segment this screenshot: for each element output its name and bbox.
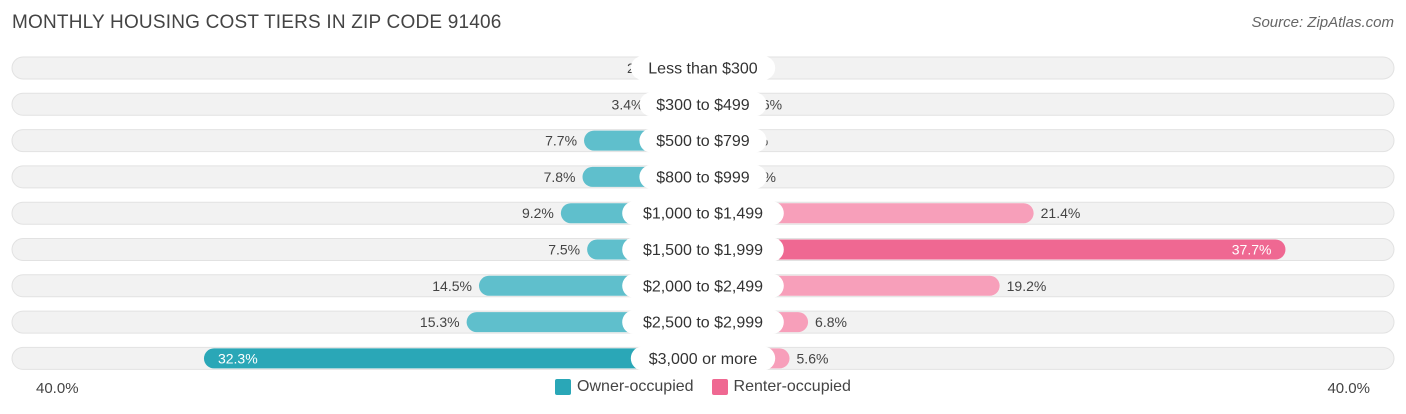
- chart-title: MONTHLY HOUSING COST TIERS IN ZIP CODE 9…: [12, 12, 502, 33]
- legend-swatch-owner: [555, 379, 572, 395]
- legend-label-owner: Owner-occupied: [577, 378, 694, 395]
- owner-value-label: 7.5%: [548, 242, 580, 258]
- category-pill: [630, 346, 776, 371]
- owner-value-label: 3.4%: [612, 96, 644, 112]
- chart-source: Source: ZipAtlas.com: [1251, 14, 1394, 31]
- category-pill: [639, 164, 767, 189]
- owner-value-label: 7.7%: [545, 133, 577, 149]
- renter-value-label: 19.2%: [1007, 278, 1047, 294]
- legend-label-renter: Renter-occupied: [733, 378, 851, 395]
- category-pill: [639, 92, 767, 117]
- category-label: $1,500 to $1,999: [643, 242, 763, 259]
- renter-value-label: 21.4%: [1041, 205, 1081, 221]
- category-label: $800 to $999: [656, 169, 750, 186]
- owner-value-label: 15.3%: [420, 314, 460, 330]
- owner-bar: [203, 348, 713, 369]
- renter-value-label: 6.8%: [815, 314, 847, 330]
- category-label: $500 to $799: [656, 133, 750, 150]
- category-label: Less than $300: [648, 61, 758, 78]
- category-pill: [622, 273, 784, 298]
- category-label: $300 to $499: [656, 97, 750, 114]
- category-label: $2,000 to $2,499: [643, 278, 763, 295]
- category-pill: [622, 237, 784, 262]
- axis-left-label: 40.0%: [36, 380, 79, 397]
- category-label: $2,500 to $2,999: [643, 315, 763, 332]
- category-pill: [622, 201, 784, 226]
- owner-value-label: 14.5%: [432, 278, 472, 294]
- category-label: $3,000 or more: [649, 351, 758, 368]
- owner-value-label: 7.8%: [544, 169, 576, 185]
- legend-item-renter: Renter-occupied: [711, 378, 851, 396]
- renter-bar: [693, 239, 1286, 260]
- legend: Owner-occupied Renter-occupied: [0, 378, 1406, 396]
- owner-value-label: 32.3%: [218, 350, 258, 366]
- legend-swatch-renter: [711, 379, 728, 395]
- category-pill: [630, 56, 776, 80]
- renter-value-label: 37.7%: [1232, 242, 1272, 258]
- owner-value-label: 9.2%: [522, 205, 554, 221]
- category-pill: [639, 128, 767, 153]
- axis-right-label: 40.0%: [1327, 380, 1370, 397]
- legend-item-owner: Owner-occupied: [555, 378, 694, 396]
- renter-value-label: 5.6%: [797, 350, 829, 366]
- category-label: $1,000 to $1,499: [643, 206, 763, 223]
- category-pill: [622, 310, 784, 335]
